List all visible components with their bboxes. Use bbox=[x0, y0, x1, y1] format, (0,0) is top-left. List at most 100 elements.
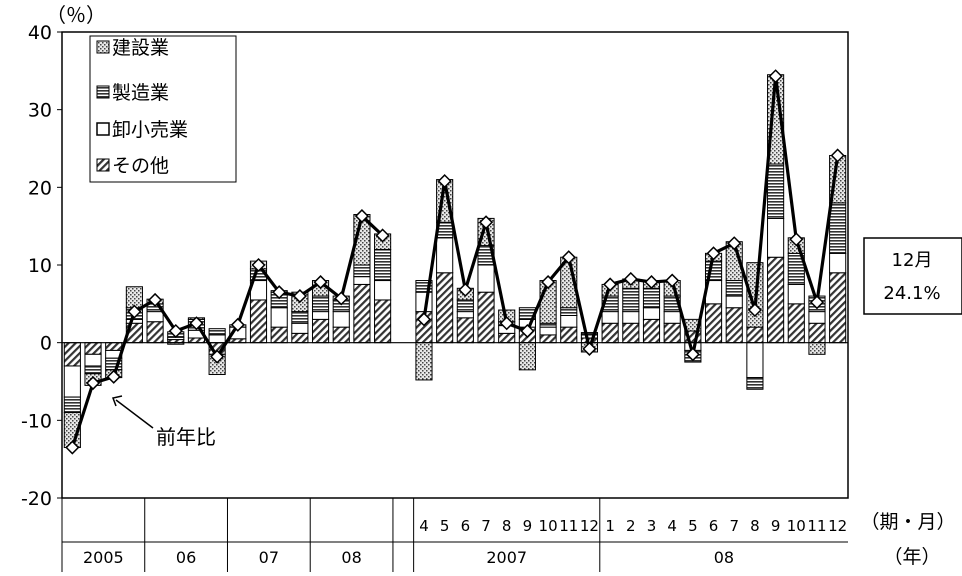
bar-seg-other bbox=[311, 318, 330, 344]
y-tick-label: 30 bbox=[28, 100, 52, 122]
callout-box: 12月 24.1% bbox=[863, 237, 962, 315]
bar-seg-wholesale-retail bbox=[601, 311, 619, 324]
bar-seg-wholesale-retail bbox=[560, 314, 578, 328]
bar-seg-wholesale-retail bbox=[436, 237, 454, 274]
line-layer bbox=[65, 69, 845, 455]
bar-seg-construction bbox=[518, 342, 536, 371]
yoy-marker bbox=[809, 295, 825, 310]
period-label: 1 bbox=[605, 517, 615, 535]
bar-seg-manufacturing bbox=[84, 365, 102, 375]
bar-seg-other bbox=[63, 342, 81, 367]
year-label: 06 bbox=[176, 548, 196, 567]
y-tick-label: 40 bbox=[28, 22, 52, 44]
annotation-label: 前年比 bbox=[156, 425, 216, 449]
bar-seg-manufacturing bbox=[725, 280, 743, 297]
bar-seg-manufacturing bbox=[767, 163, 785, 219]
y-tick-label: -10 bbox=[21, 410, 52, 432]
bar-seg-wholesale-retail bbox=[291, 322, 309, 334]
yoy-marker bbox=[458, 282, 473, 297]
bar-seg-other bbox=[663, 322, 681, 344]
bar-seg-other bbox=[787, 303, 805, 344]
bar-seg-wholesale-retail bbox=[539, 326, 557, 336]
yoy-marker bbox=[148, 292, 163, 308]
year-label: 2005 bbox=[83, 548, 124, 567]
yoy-marker bbox=[437, 174, 452, 189]
yoy-marker bbox=[354, 209, 369, 224]
yoy-marker bbox=[106, 369, 121, 384]
bar-seg-manufacturing bbox=[291, 311, 309, 324]
y-tick-label: -20 bbox=[21, 488, 52, 510]
bar-seg-other bbox=[725, 307, 743, 344]
bar-seg-other bbox=[642, 318, 661, 344]
yoy-marker bbox=[727, 236, 742, 251]
callout-line1: 12月 bbox=[892, 250, 933, 271]
bar-seg-wholesale-retail bbox=[332, 311, 350, 328]
yoy-marker bbox=[272, 285, 287, 300]
yoy-marker bbox=[65, 440, 80, 455]
yoy-marker bbox=[251, 257, 266, 273]
yoy-marker bbox=[375, 228, 390, 243]
bar-seg-wholesale-retail bbox=[642, 307, 661, 320]
bar-seg-manufacturing bbox=[539, 322, 557, 328]
period-label: 5 bbox=[688, 517, 698, 535]
period-label: 10 bbox=[787, 517, 806, 535]
bar-seg-other bbox=[374, 299, 392, 344]
bar-seg-other bbox=[601, 322, 619, 344]
bar-seg-wholesale-retail bbox=[663, 311, 681, 324]
yoy-marker bbox=[644, 275, 659, 290]
bar-seg-wholesale-retail bbox=[477, 264, 495, 293]
yoy-marker bbox=[582, 341, 597, 356]
bar-seg-manufacturing bbox=[580, 332, 599, 336]
bar-seg-other bbox=[539, 334, 557, 344]
bar-seg-other bbox=[829, 272, 847, 344]
period-label: 8 bbox=[502, 517, 512, 535]
bar-seg-other bbox=[105, 342, 123, 351]
legend: 建設業 製造業 卸小売業 その他 bbox=[89, 35, 237, 183]
bar-seg-wholesale-retail bbox=[63, 365, 81, 398]
y-axis: （％） -20 -10 0 10 20 30 40 bbox=[21, 3, 106, 510]
year-label: 08 bbox=[714, 548, 734, 567]
legend-label-wholesale-retail: 卸小売業 bbox=[112, 119, 188, 141]
bar-seg-wholesale-retail bbox=[456, 311, 474, 319]
bar-seg-wholesale-retail bbox=[829, 252, 847, 274]
yoy-marker bbox=[292, 289, 307, 304]
bar-seg-other bbox=[808, 322, 826, 344]
yoy-marker bbox=[520, 323, 535, 339]
bar-seg-manufacturing bbox=[642, 287, 661, 309]
period-label: 10 bbox=[539, 517, 558, 535]
bar-seg-manufacturing bbox=[374, 248, 392, 282]
bar-seg-construction bbox=[808, 342, 826, 355]
period-label: 9 bbox=[523, 517, 533, 535]
bar-seg-wholesale-retail bbox=[787, 283, 805, 305]
yoy-marker bbox=[603, 277, 618, 292]
bar-seg-manufacturing bbox=[829, 202, 847, 254]
period-label: 4 bbox=[667, 517, 677, 535]
legend-item-other: その他 bbox=[96, 155, 169, 177]
bar-seg-other bbox=[704, 303, 723, 344]
bar-seg-wholesale-retail bbox=[622, 311, 640, 324]
bar-seg-manufacturing bbox=[456, 299, 474, 313]
yoy-marker bbox=[168, 323, 183, 339]
legend-box bbox=[89, 35, 237, 183]
bar-seg-wholesale-retail bbox=[725, 295, 743, 309]
period-label: 2 bbox=[626, 517, 636, 535]
bar-seg-wholesale-retail bbox=[767, 217, 785, 258]
yoy-marker bbox=[768, 69, 783, 84]
yoy-marker bbox=[623, 271, 638, 287]
yoy-marker bbox=[499, 316, 514, 331]
year-label: 2007 bbox=[486, 548, 527, 567]
legend-item-construction: 建設業 bbox=[96, 37, 169, 59]
yoy-marker bbox=[706, 246, 721, 261]
legend-label-construction: 建設業 bbox=[112, 37, 169, 59]
plot-frame bbox=[61, 31, 849, 499]
year-label: 07 bbox=[259, 548, 279, 567]
period-axis-label: （期・月） bbox=[860, 511, 955, 533]
bar-seg-other bbox=[498, 332, 516, 344]
bar-seg-other bbox=[187, 337, 206, 344]
yoy-marker bbox=[747, 302, 762, 318]
period-label: 12 bbox=[580, 517, 599, 535]
bar-seg-wholesale-retail bbox=[374, 280, 392, 301]
bar-seg-wholesale-retail bbox=[84, 353, 102, 367]
bar-seg-manufacturing bbox=[415, 280, 433, 293]
